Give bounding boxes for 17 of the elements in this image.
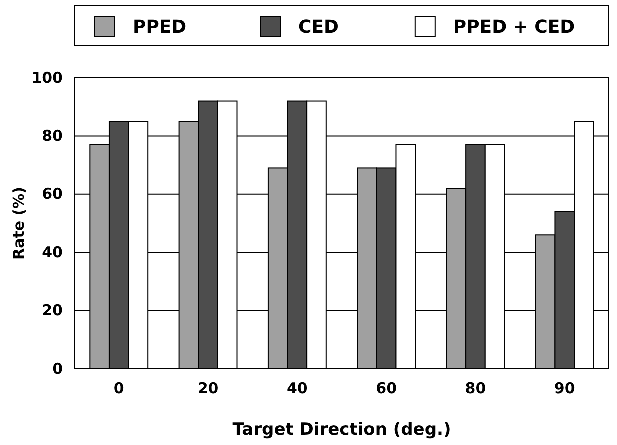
y-tick-label: 80 — [42, 127, 63, 145]
y-tick-label: 60 — [42, 185, 63, 204]
x-tick-label: 0 — [114, 380, 124, 398]
x-tick-label: 80 — [465, 380, 486, 398]
y-axis-title: Rate (%) — [10, 187, 28, 260]
legend-label: PPED + CED — [453, 17, 576, 38]
y-tick-label: 0 — [52, 360, 63, 378]
y-tick-label: 20 — [42, 302, 63, 320]
x-tick-label: 20 — [198, 380, 219, 398]
x-tick-label: 90 — [554, 380, 576, 398]
legend-label: CED — [298, 17, 339, 38]
y-tick-label: 40 — [42, 243, 63, 262]
y-tick-label: 100 — [32, 68, 63, 87]
x-axis-title: Target Direction (deg.) — [232, 420, 452, 440]
x-tick-label: 40 — [286, 380, 308, 398]
legend-label: PPED — [133, 17, 187, 38]
x-tick-label: 60 — [376, 380, 398, 398]
